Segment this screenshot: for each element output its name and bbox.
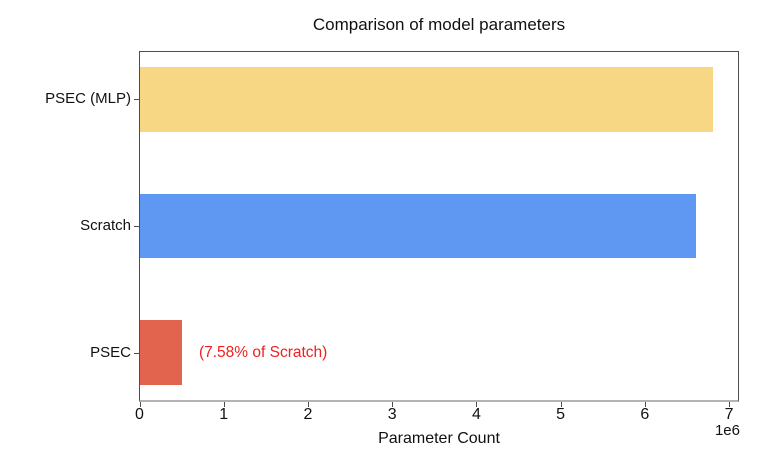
x-tick-label-6: 6 <box>640 406 650 423</box>
x-tick-label-4: 4 <box>471 406 481 423</box>
x-axis-offset-label: 1e6 <box>714 422 740 439</box>
x-tick-mark <box>139 402 141 407</box>
y-tick-label-scratch: Scratch <box>80 217 131 234</box>
x-tick-label-0: 0 <box>135 406 144 423</box>
x-tick-mark <box>560 402 562 407</box>
x-tick-mark <box>307 402 309 407</box>
chart-title: Comparison of model parameters <box>312 15 566 34</box>
bar-psec-mlp <box>140 67 713 132</box>
x-tick-mark <box>644 402 646 407</box>
x-tick-label-7: 7 <box>724 406 734 423</box>
plot-area: (7.58% of Scratch) <box>139 51 739 402</box>
bar-psec <box>140 320 183 385</box>
y-tick-label-psec-mlp: PSEC (MLP) <box>45 90 131 108</box>
y-tick-mark <box>134 226 139 227</box>
x-tick-mark <box>476 402 478 407</box>
x-tick-label-5: 5 <box>556 406 566 423</box>
bar-annotation: (7.58% of Scratch) <box>198 343 328 361</box>
x-tick-mark <box>729 402 731 407</box>
x-tick-label-1: 1 <box>219 406 229 423</box>
y-tick-label-psec: PSEC <box>90 343 131 361</box>
bar-scratch <box>140 193 696 259</box>
y-tick-mark <box>134 99 139 101</box>
x-axis-label: Parameter Count <box>378 430 500 447</box>
x-tick-mark <box>392 402 394 407</box>
x-tick-mark <box>223 402 225 407</box>
x-tick-label-2: 2 <box>303 406 313 423</box>
y-tick-mark <box>134 352 139 354</box>
x-tick-label-3: 3 <box>387 406 397 423</box>
